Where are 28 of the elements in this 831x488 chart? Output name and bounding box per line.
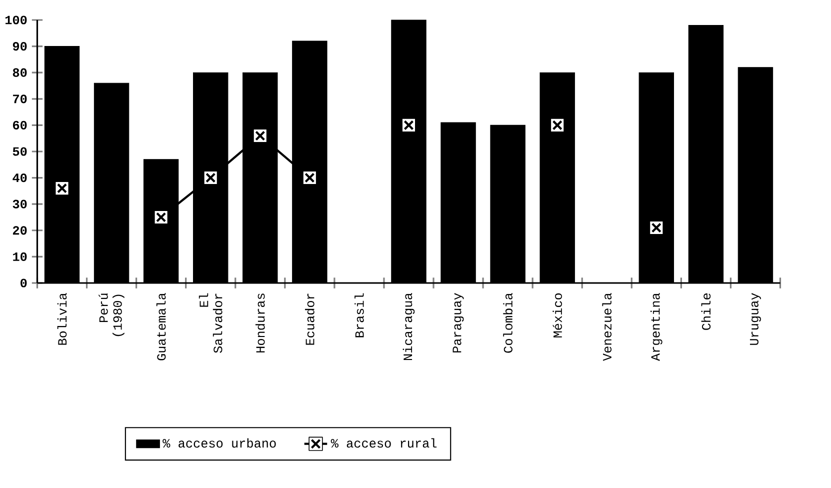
x-tick-label: El Salvador (198, 293, 222, 353)
y-tick-label: 20 (12, 226, 27, 235)
y-tick-label: 80 (12, 68, 27, 77)
x-tick-label: Ecuador (305, 294, 314, 345)
x-tick-label: Colombia (503, 293, 512, 353)
x-tick-label: Chile (701, 293, 711, 330)
x-tick-label: Brasil (354, 293, 364, 338)
x-tick-label: Paraguay (452, 293, 464, 352)
x-tick-label: Uruguay (750, 293, 761, 345)
legend-label: % acceso rural (330, 438, 437, 448)
x-tick-label: Honduras (255, 294, 265, 352)
x-tick-label: Bolivia (57, 293, 67, 345)
y-tick-label: 30 (12, 200, 27, 208)
y-tick-label: 100 (5, 16, 27, 24)
x-tick-label: Guatemala (156, 293, 166, 360)
x-tick-label: México (552, 293, 562, 338)
x-tick-label: Nicaragua (402, 293, 415, 360)
x-tick-label: Perú (1980) (98, 294, 124, 336)
x-tick-label: Venezuela (602, 293, 612, 361)
y-tick-label: 70 (13, 94, 27, 104)
legend-label: % acceso urbano (162, 438, 276, 448)
y-tick-label: 40 (12, 173, 27, 182)
y-tick-label: 60 (12, 120, 27, 130)
y-tick-label: 10 (13, 252, 27, 261)
y-tick-label: 90 (12, 42, 27, 51)
y-tick-label: 50 (12, 147, 27, 156)
y-tick-label: 0 (20, 278, 27, 288)
x-tick-label: Argentina (650, 293, 662, 361)
